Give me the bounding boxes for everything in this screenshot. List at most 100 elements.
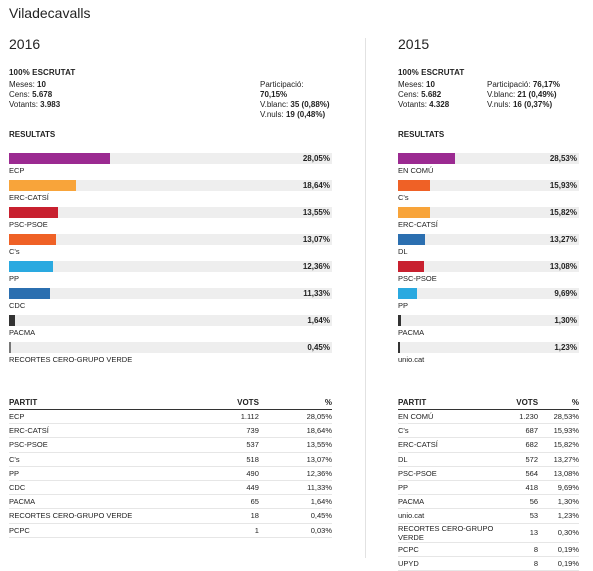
result-bar-row: 12,36% PP [9, 261, 332, 288]
meses-value: 10 [426, 80, 435, 89]
party-cell: PCPC [398, 542, 503, 557]
percent-cell: 28,05% [258, 409, 332, 425]
votes-cell: 687 [502, 423, 539, 439]
result-bar-row: 28,53% EN COMÚ [398, 153, 579, 180]
bar-track: 1,23% [398, 342, 579, 353]
bar-percent: 1,64% [307, 316, 330, 325]
table-row: ERC-CATSÍ 682 15,82% [398, 437, 579, 453]
votes-cell: 572 [502, 452, 539, 467]
party-cell: ERC-CATSÍ [9, 423, 197, 439]
party-cell: DL [398, 452, 503, 467]
bar-percent: 11,33% [303, 289, 330, 298]
table-row: C's 518 13,07% [9, 452, 332, 467]
votes-cell: 449 [196, 480, 259, 496]
bar-party-label: unio.cat [398, 355, 425, 364]
percent-cell: 13,08% [538, 466, 579, 481]
results-title: RESULTATS [9, 130, 56, 139]
participacio-label: Participació: [487, 80, 531, 89]
bar-percent: 28,53% [549, 154, 577, 163]
percent-cell: 1,30% [538, 494, 579, 510]
party-cell: PSC-PSOE [398, 466, 503, 481]
bar-percent: 9,69% [554, 289, 577, 298]
bar-track: 28,53% [398, 153, 579, 164]
vblanc-value: 21 (0,49%) [517, 90, 557, 99]
vnuls-label: V.nuls: [487, 100, 511, 109]
table-row: UPYD 8 0,19% [398, 556, 579, 571]
table-row: C's 687 15,93% [398, 423, 579, 439]
bar-percent: 1,23% [554, 343, 577, 352]
results-title: RESULTATS [398, 130, 445, 139]
percent-cell: 13,27% [538, 452, 579, 467]
table-row: PSC-PSOE 537 13,55% [9, 437, 332, 453]
table-row: RECORTES CERO-GRUPO VERDE 13 0,30% [398, 523, 579, 543]
election-panel-2016: 2016 100% ESCRUTAT Meses: 10 Cens: 5.678… [9, 36, 332, 556]
vnuls-label: V.nuls: [260, 110, 284, 119]
bar-track: 0,45% [9, 342, 332, 353]
cens-value: 5.682 [421, 90, 442, 99]
results-table: PARTIT VOTS % EN COMÚ 1.230 28,53% C's 687 15… [398, 398, 579, 571]
result-bar-row: 1,64% PACMA [9, 315, 332, 342]
party-cell: UPYD [398, 556, 503, 571]
bar-percent: 12,36% [302, 262, 330, 271]
bar-track: 15,93% [398, 180, 579, 191]
votants-label: Votants: [9, 100, 38, 109]
bar-fill [398, 153, 456, 164]
party-cell: unio.cat [398, 508, 503, 524]
bar-party-label: ERC-CATSÍ [9, 193, 49, 202]
party-cell: PACMA [398, 494, 503, 510]
votes-cell: 8 [502, 542, 539, 557]
bar-fill [9, 315, 15, 326]
bar-track: 12,36% [9, 261, 332, 272]
election-year: 2015 [398, 36, 430, 52]
election-year: 2016 [9, 36, 41, 52]
col-header-votes: VOTS [502, 398, 539, 410]
col-header-party: PARTIT [398, 398, 503, 410]
result-bar-row: 13,27% DL [398, 234, 579, 261]
percent-cell: 0,19% [538, 542, 579, 557]
col-header-party: PARTIT [9, 398, 197, 410]
bar-fill [398, 315, 401, 326]
percent-cell: 11,33% [258, 480, 332, 496]
party-cell: CDC [9, 480, 197, 496]
table-row: PSC-PSOE 564 13,08% [398, 466, 579, 481]
party-cell: C's [398, 423, 503, 439]
vnuls-value: 19 (0,48%) [285, 110, 326, 119]
election-panel-2015: 2015 100% ESCRUTAT Meses: 10 Cens: 5.682… [398, 36, 579, 571]
bar-percent: 13,07% [302, 235, 330, 244]
bar-track: 11,33% [9, 288, 332, 299]
bar-track: 18,64% [9, 180, 332, 191]
votes-cell: 564 [502, 466, 539, 481]
bar-party-label: EN COMÚ [398, 166, 434, 175]
party-cell: RECORTES CERO-GRUPO VERDE [9, 508, 197, 524]
votes-cell: 418 [502, 480, 539, 496]
bar-track: 1,30% [398, 315, 579, 326]
bar-party-label: DL [398, 247, 408, 256]
party-cell: ECP [9, 409, 197, 425]
bar-fill [9, 207, 58, 218]
bar-party-label: CDC [9, 301, 26, 310]
table-row: unio.cat 53 1,23% [398, 508, 579, 524]
result-bar-row: 11,33% CDC [9, 288, 332, 315]
percent-cell: 13,55% [258, 437, 332, 453]
votes-cell: 65 [196, 494, 259, 510]
bar-party-label: PSC-PSOE [9, 220, 48, 229]
bar-party-label: C's [9, 247, 20, 256]
results-bars: 28,05% ECP 18,64% ERC-CATSÍ 13,55% PSC-PSOE 13… [9, 153, 332, 369]
percent-cell: 13,07% [258, 452, 332, 467]
bar-percent: 13,55% [302, 208, 330, 217]
bar-party-label: PACMA [398, 328, 425, 337]
bar-fill [9, 288, 50, 299]
bar-percent: 13,08% [549, 262, 577, 271]
percent-cell: 15,82% [538, 437, 579, 453]
percent-cell: 18,64% [258, 423, 332, 439]
party-cell: EN COMÚ [398, 409, 503, 425]
votes-cell: 53 [502, 508, 539, 524]
votes-cell: 1.112 [196, 409, 259, 425]
bar-fill [398, 180, 431, 191]
bar-percent: 13,27% [549, 235, 577, 244]
column-divider [365, 38, 366, 558]
bar-fill [398, 261, 425, 272]
party-cell: ERC-CATSÍ [398, 437, 503, 453]
bar-track: 13,27% [398, 234, 579, 245]
votes-cell: 490 [196, 466, 259, 481]
